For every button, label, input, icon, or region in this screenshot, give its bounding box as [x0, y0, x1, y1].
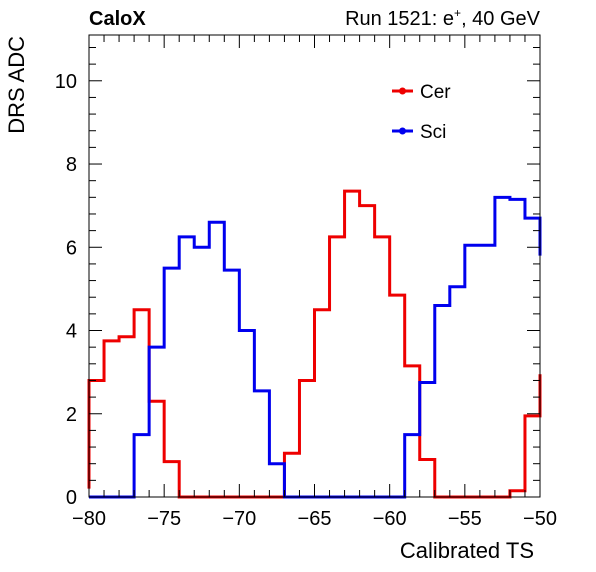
x-tick-label: −80	[72, 508, 106, 530]
run-label: Run 1521: e+, 40 GeV	[345, 6, 541, 30]
x-tick-label: −70	[222, 508, 256, 530]
series-cer-line	[87, 189, 542, 499]
x-tick-label: −75	[147, 508, 181, 530]
y-tick-label: 10	[55, 71, 77, 93]
legend-cer-label: Cer	[420, 82, 451, 103]
x-axis-title: Calibrated TS	[400, 538, 534, 563]
run-label-prefix: Run 1521: e	[345, 8, 454, 30]
x-tick-label: −60	[373, 508, 407, 530]
x-tick-label: −65	[298, 508, 332, 530]
run-label-suffix: , 40 GeV	[461, 8, 541, 30]
y-tick-label: 6	[66, 237, 77, 259]
axes: −80 −75 −70 −65 −60 −55 −50 0 2 4 6 8 10	[55, 34, 557, 530]
y-tick-label: 8	[66, 154, 77, 176]
y-tick-label: 4	[66, 321, 77, 343]
y-tick-label: 0	[66, 487, 77, 509]
legend-sci-label: Sci	[420, 122, 446, 143]
y-axis-title: DRS ADC	[4, 36, 29, 134]
plot-area	[87, 189, 542, 499]
legend-sci-marker	[399, 127, 406, 135]
y-tick-label: 2	[66, 404, 77, 426]
plot-frame	[88, 34, 541, 498]
run-label-sup: +	[454, 6, 461, 20]
x-tick-label: −55	[448, 508, 482, 530]
caloX-label: CaloX	[89, 8, 146, 30]
x-tick-label: −50	[523, 508, 557, 530]
legend-cer-marker	[399, 87, 406, 95]
legend: Cer Sci	[392, 82, 451, 143]
